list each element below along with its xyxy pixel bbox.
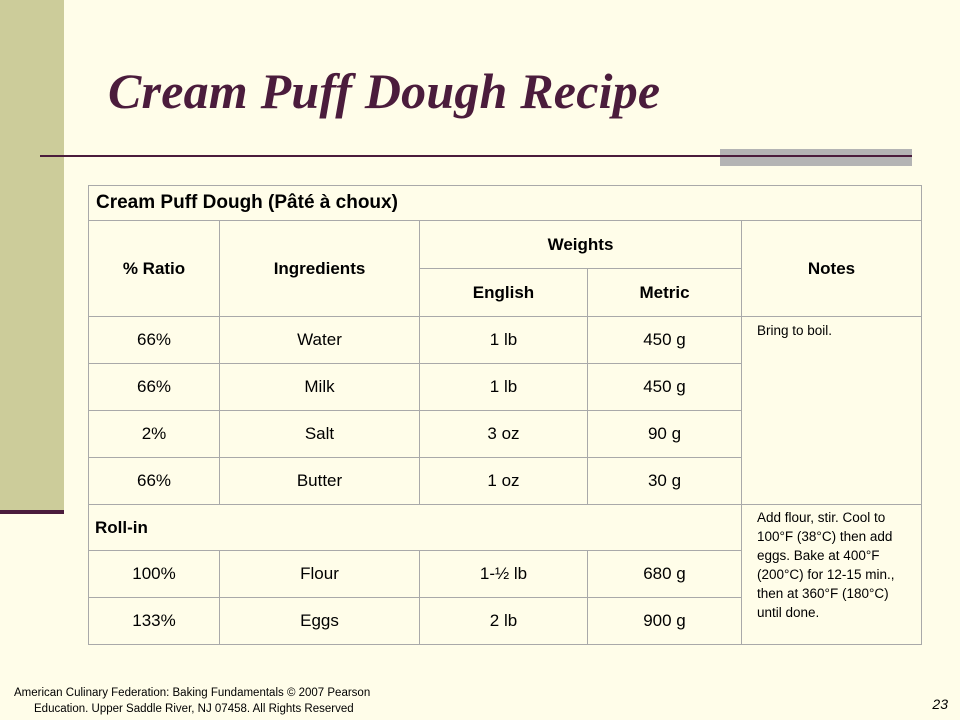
footer-line-2: Education. Upper Saddle River, NJ 07458.…: [34, 703, 354, 715]
english-weight-cell: 1 lb: [419, 363, 588, 411]
header-metric: Metric: [587, 268, 742, 317]
table-row: 100% Flour 1-½ lb 680 g: [88, 550, 922, 598]
footer-credit: American Culinary Federation: Baking Fun…: [14, 685, 370, 717]
ingredient-cell: Water: [219, 316, 420, 364]
metric-weight-cell: 900 g: [587, 597, 742, 645]
header-weights: Weights: [419, 220, 742, 269]
header-english: English: [419, 268, 588, 317]
notes-cell-bake: Add flour, stir. Cool to 100°F (38°C) th…: [741, 504, 922, 645]
left-sidebar-decoration: [0, 0, 64, 510]
english-weight-cell: 2 lb: [419, 597, 588, 645]
page-number: 23: [932, 696, 948, 712]
section-label-rollin: Roll-in: [88, 504, 742, 551]
ingredient-cell: Milk: [219, 363, 420, 411]
title-rule-accent: [720, 149, 912, 166]
english-weight-cell: 1 lb: [419, 316, 588, 364]
header-ratio: % Ratio: [88, 220, 220, 317]
footer-line-1: American Culinary Federation: Baking Fun…: [14, 687, 371, 699]
slide-title: Cream Puff Dough Recipe: [108, 63, 661, 119]
header-ingredients: Ingredients: [219, 220, 420, 317]
ingredient-cell: Butter: [219, 457, 420, 505]
metric-weight-cell: 450 g: [587, 363, 742, 411]
ratio-cell: 133%: [88, 597, 220, 645]
table-row: 66% Butter 1 oz 30 g: [88, 457, 922, 505]
metric-weight-cell: 450 g: [587, 316, 742, 364]
section-row: Roll-in Add flour, stir. Cool to 100°F (…: [88, 504, 922, 645]
ingredient-cell: Flour: [219, 550, 420, 598]
sidebar-underline: [0, 510, 64, 514]
header-notes: Notes: [741, 220, 922, 317]
ratio-cell: 100%: [88, 550, 220, 598]
metric-weight-cell: 90 g: [587, 410, 742, 458]
ratio-cell: 2%: [88, 410, 220, 458]
table-row: 133% Eggs 2 lb 900 g: [88, 597, 922, 645]
english-weight-cell: 3 oz: [419, 410, 588, 458]
title-rule: [40, 155, 912, 157]
recipe-table: Cream Puff Dough (Pâté à choux) % Ratio …: [88, 185, 922, 645]
ratio-cell: 66%: [88, 316, 220, 364]
ingredient-cell: Eggs: [219, 597, 420, 645]
notes-cell-boil: Bring to boil.: [741, 316, 922, 505]
metric-weight-cell: 680 g: [587, 550, 742, 598]
metric-weight-cell: 30 g: [587, 457, 742, 505]
table-caption: Cream Puff Dough (Pâté à choux): [88, 185, 922, 221]
table-row: 66% Milk 1 lb 450 g: [88, 363, 922, 411]
english-weight-cell: 1-½ lb: [419, 550, 588, 598]
english-weight-cell: 1 oz: [419, 457, 588, 505]
table-row: 2% Salt 3 oz 90 g: [88, 410, 922, 458]
table-row: 66% Water 1 lb 450 g Bring to boil.: [88, 316, 922, 505]
ratio-cell: 66%: [88, 363, 220, 411]
ratio-cell: 66%: [88, 457, 220, 505]
ingredient-cell: Salt: [219, 410, 420, 458]
